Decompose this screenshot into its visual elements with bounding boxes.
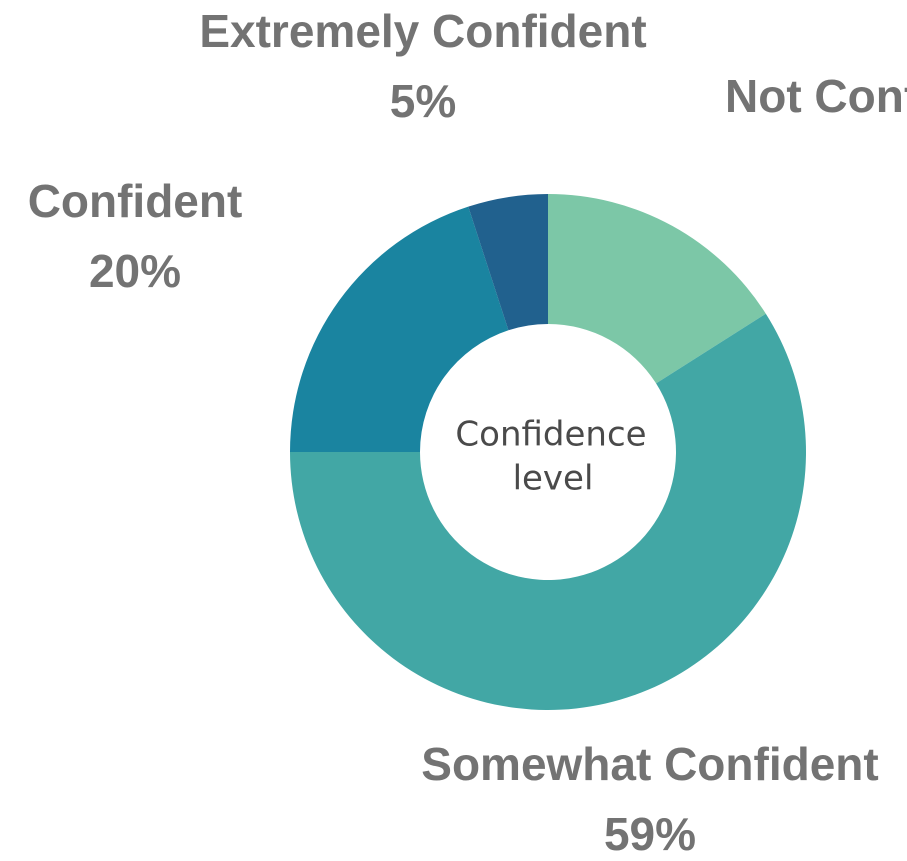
donut-slice (290, 206, 509, 452)
slice-label: Not Confident (725, 70, 907, 122)
slice-label: Confident (28, 175, 243, 227)
center-text: Confidence (455, 415, 646, 455)
donut-slice (548, 194, 766, 384)
center-text: level (513, 459, 594, 499)
slice-label: Somewhat Confident (421, 738, 878, 790)
donut-slice (468, 194, 548, 331)
slice-label: Extremely Confident (199, 5, 646, 57)
value-label: 20% (89, 245, 181, 297)
value-label: 59% (604, 808, 696, 860)
donut-slice (290, 313, 806, 710)
value-label: 5% (390, 75, 456, 127)
